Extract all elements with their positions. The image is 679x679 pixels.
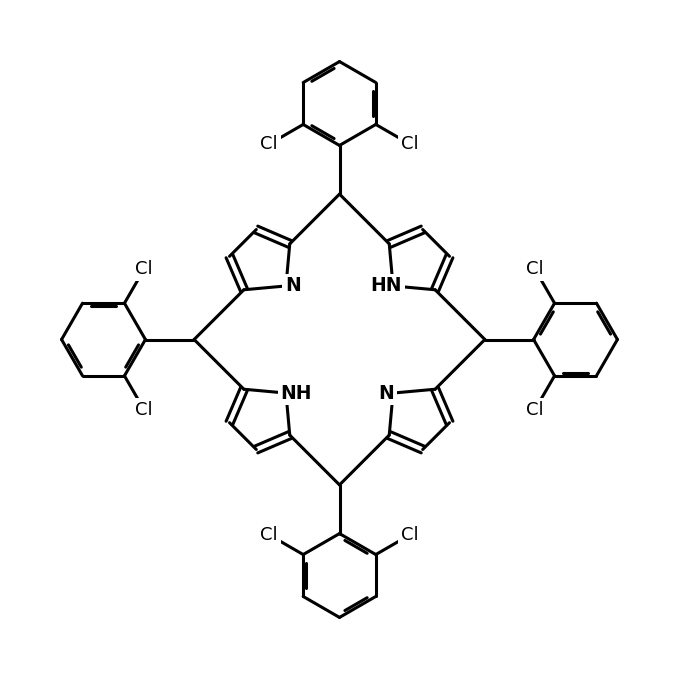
- Text: Cl: Cl: [526, 401, 544, 419]
- Text: HN: HN: [371, 276, 402, 295]
- Text: Cl: Cl: [401, 526, 418, 544]
- Text: NH: NH: [280, 384, 312, 403]
- Text: Cl: Cl: [401, 135, 418, 153]
- Text: N: N: [285, 276, 301, 295]
- Text: Cl: Cl: [135, 260, 153, 278]
- Text: Cl: Cl: [135, 401, 153, 419]
- Text: Cl: Cl: [261, 526, 278, 544]
- Text: Cl: Cl: [261, 135, 278, 153]
- Text: Cl: Cl: [526, 260, 544, 278]
- Text: N: N: [378, 384, 394, 403]
